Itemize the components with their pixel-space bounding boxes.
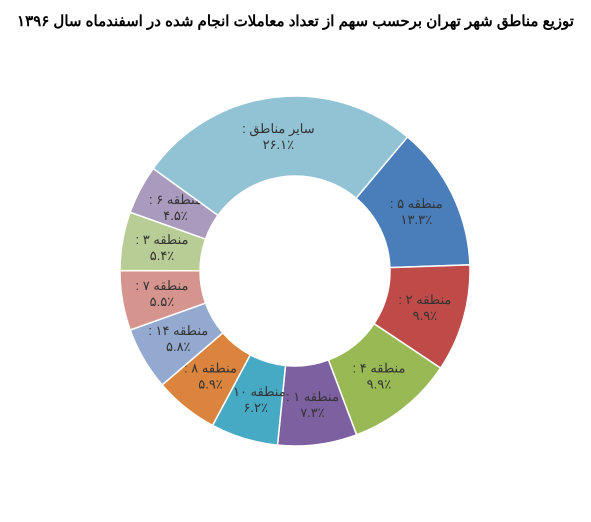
chart-title: توزیع مناطق شهر تهران برحسب سهم از تعداد… bbox=[0, 0, 591, 36]
donut-chart: منطقه ۵ :۱۳.۳٪منطقه ۲ :۹.۹٪منطقه ۴ :۹.۹٪… bbox=[0, 36, 591, 506]
